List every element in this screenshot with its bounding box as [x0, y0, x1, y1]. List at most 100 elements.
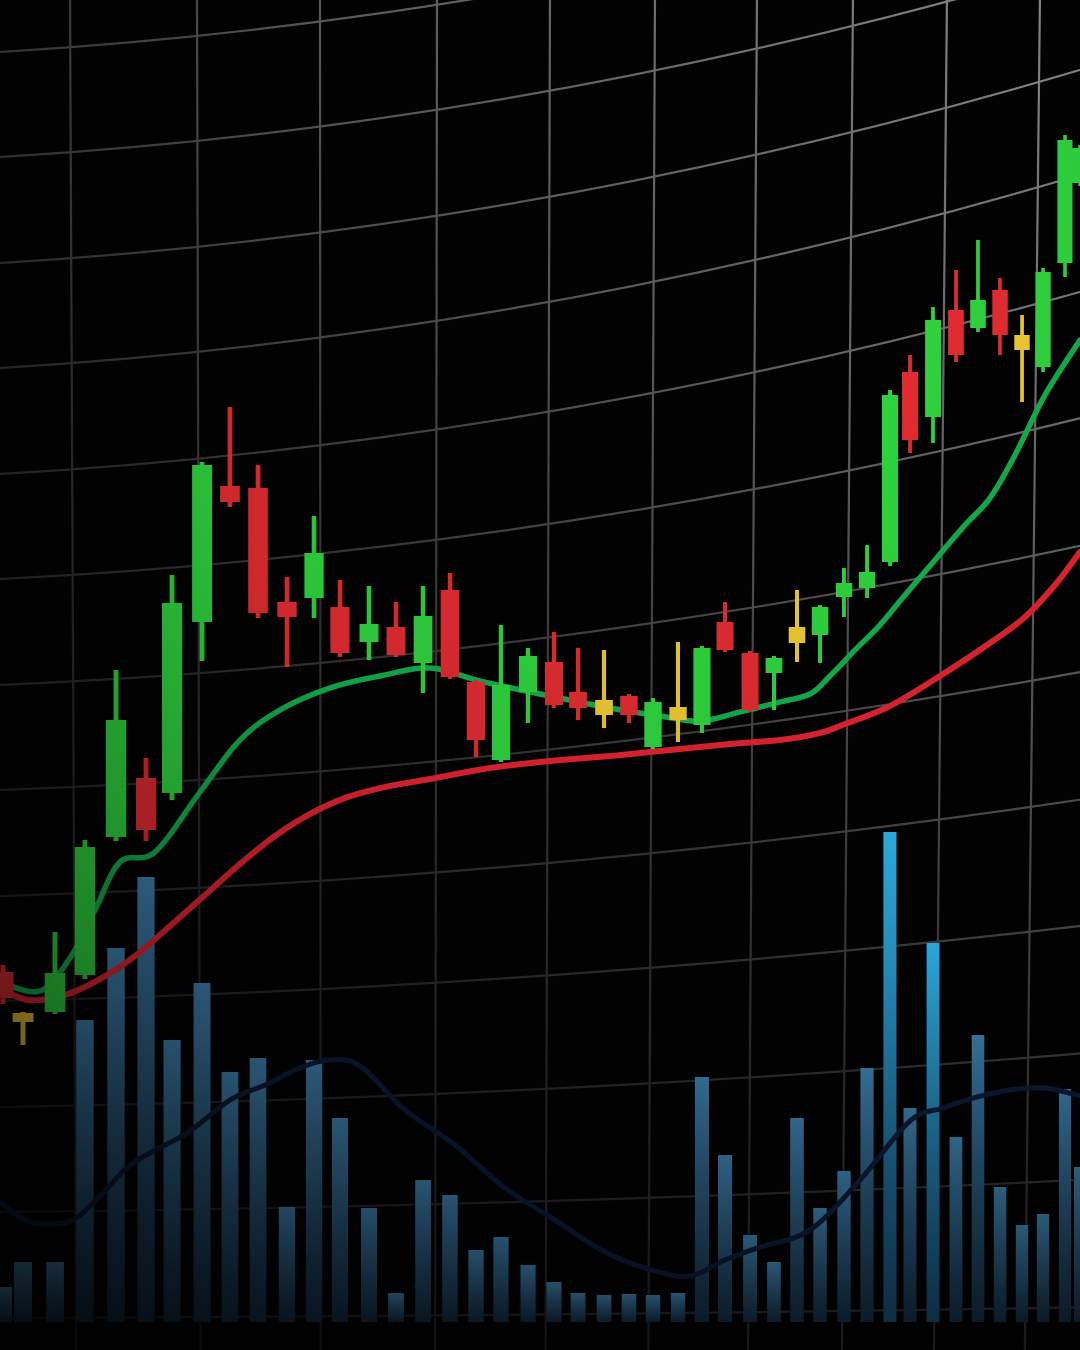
volume-bar — [860, 1068, 874, 1322]
candle-wick — [675, 642, 680, 742]
candle-body — [569, 692, 587, 708]
volume-bar — [388, 1293, 404, 1322]
candle-body — [970, 300, 986, 328]
candle-body — [519, 656, 538, 692]
candle-body — [413, 616, 433, 663]
candle-wick — [601, 650, 607, 728]
candle-body — [466, 682, 486, 740]
candle-body — [1014, 335, 1030, 350]
candle-body — [644, 702, 662, 747]
candle-body — [440, 590, 460, 677]
volume-bar — [993, 1187, 1007, 1322]
candle-body — [386, 627, 406, 655]
candle-body — [44, 973, 66, 1012]
volume-bar — [546, 1282, 562, 1322]
candle-body — [765, 658, 783, 673]
candle-bull — [162, 575, 183, 800]
volume-bar — [1036, 1214, 1050, 1322]
candle-body — [545, 662, 563, 705]
candle-body — [992, 290, 1008, 335]
candle-body — [277, 602, 297, 617]
volume-bar — [1058, 1089, 1071, 1322]
volume-bar — [670, 1293, 686, 1322]
candle-body — [741, 653, 759, 710]
candle-wick — [575, 648, 581, 720]
volume-bar — [718, 1155, 732, 1322]
candle-bull — [644, 698, 662, 749]
volume-bar — [361, 1208, 377, 1322]
candle-body — [716, 622, 734, 650]
candle-body — [74, 847, 96, 975]
volume-bar — [163, 1040, 181, 1322]
volume-bar — [14, 1262, 32, 1322]
volume-bar — [903, 1108, 917, 1322]
candle-body — [881, 395, 898, 562]
volume-bar — [1015, 1225, 1029, 1322]
candle-bull — [74, 840, 96, 979]
volume-bar-highlight — [883, 832, 897, 1322]
volume-bar — [221, 1072, 239, 1322]
volume-bar — [767, 1262, 781, 1322]
candle-body — [858, 572, 876, 588]
candle-body — [788, 627, 806, 643]
candle-bull — [881, 390, 898, 566]
candle-body — [12, 1013, 34, 1022]
volume-bar — [468, 1250, 484, 1322]
volume-bar-highlight — [926, 943, 940, 1322]
candle-body — [491, 685, 511, 760]
candle-wick — [284, 577, 290, 667]
candle-body — [162, 603, 183, 793]
candle-wick — [1020, 315, 1024, 402]
candle-body — [948, 310, 964, 355]
candle-body — [835, 583, 853, 597]
candle-body — [811, 607, 829, 635]
candle-body — [902, 372, 918, 440]
volume-bar — [520, 1265, 536, 1322]
candle-body — [0, 972, 14, 998]
volume-bar — [949, 1137, 963, 1322]
candle-wick — [865, 545, 869, 598]
candle-bull — [1035, 268, 1051, 372]
candle-bull — [1057, 135, 1073, 277]
volume-bar — [415, 1180, 431, 1322]
volume-bar — [694, 1077, 709, 1322]
volume-bar — [1074, 1167, 1080, 1322]
candle-body — [925, 320, 941, 417]
candle-body — [693, 648, 711, 725]
candle-body — [135, 778, 157, 830]
candle-body — [304, 553, 324, 598]
candle-body — [192, 465, 212, 622]
candle-body — [1057, 140, 1073, 263]
candle-body — [1035, 272, 1051, 367]
volume-bar — [278, 1207, 296, 1322]
candle-body — [1072, 148, 1080, 183]
candle-body — [105, 720, 127, 837]
volume-bar — [790, 1118, 804, 1322]
volume-bar — [596, 1295, 612, 1322]
volume-bar — [621, 1294, 637, 1322]
volume-bar — [645, 1295, 661, 1322]
volume-bar — [331, 1118, 348, 1322]
volume-bar — [570, 1293, 586, 1322]
volume-bar — [0, 1287, 12, 1322]
candle-body — [359, 624, 379, 642]
candle-body — [620, 696, 638, 715]
candle-bull — [693, 646, 711, 733]
candle-bear — [741, 651, 759, 712]
volume-bar — [76, 1020, 94, 1322]
volume-bar — [46, 1262, 64, 1322]
candle-body — [669, 707, 687, 720]
volume-bar — [193, 983, 211, 1322]
volume-bar — [249, 1058, 267, 1322]
volume-bar — [442, 1195, 458, 1322]
candle-body — [220, 486, 240, 502]
candle-body — [248, 488, 268, 613]
candle-body — [330, 607, 350, 653]
candle-wick — [366, 586, 372, 660]
volume-bar — [107, 948, 125, 1322]
volume-bar — [493, 1237, 509, 1322]
candle-bull — [1072, 145, 1080, 186]
volume-bar — [971, 1035, 985, 1322]
